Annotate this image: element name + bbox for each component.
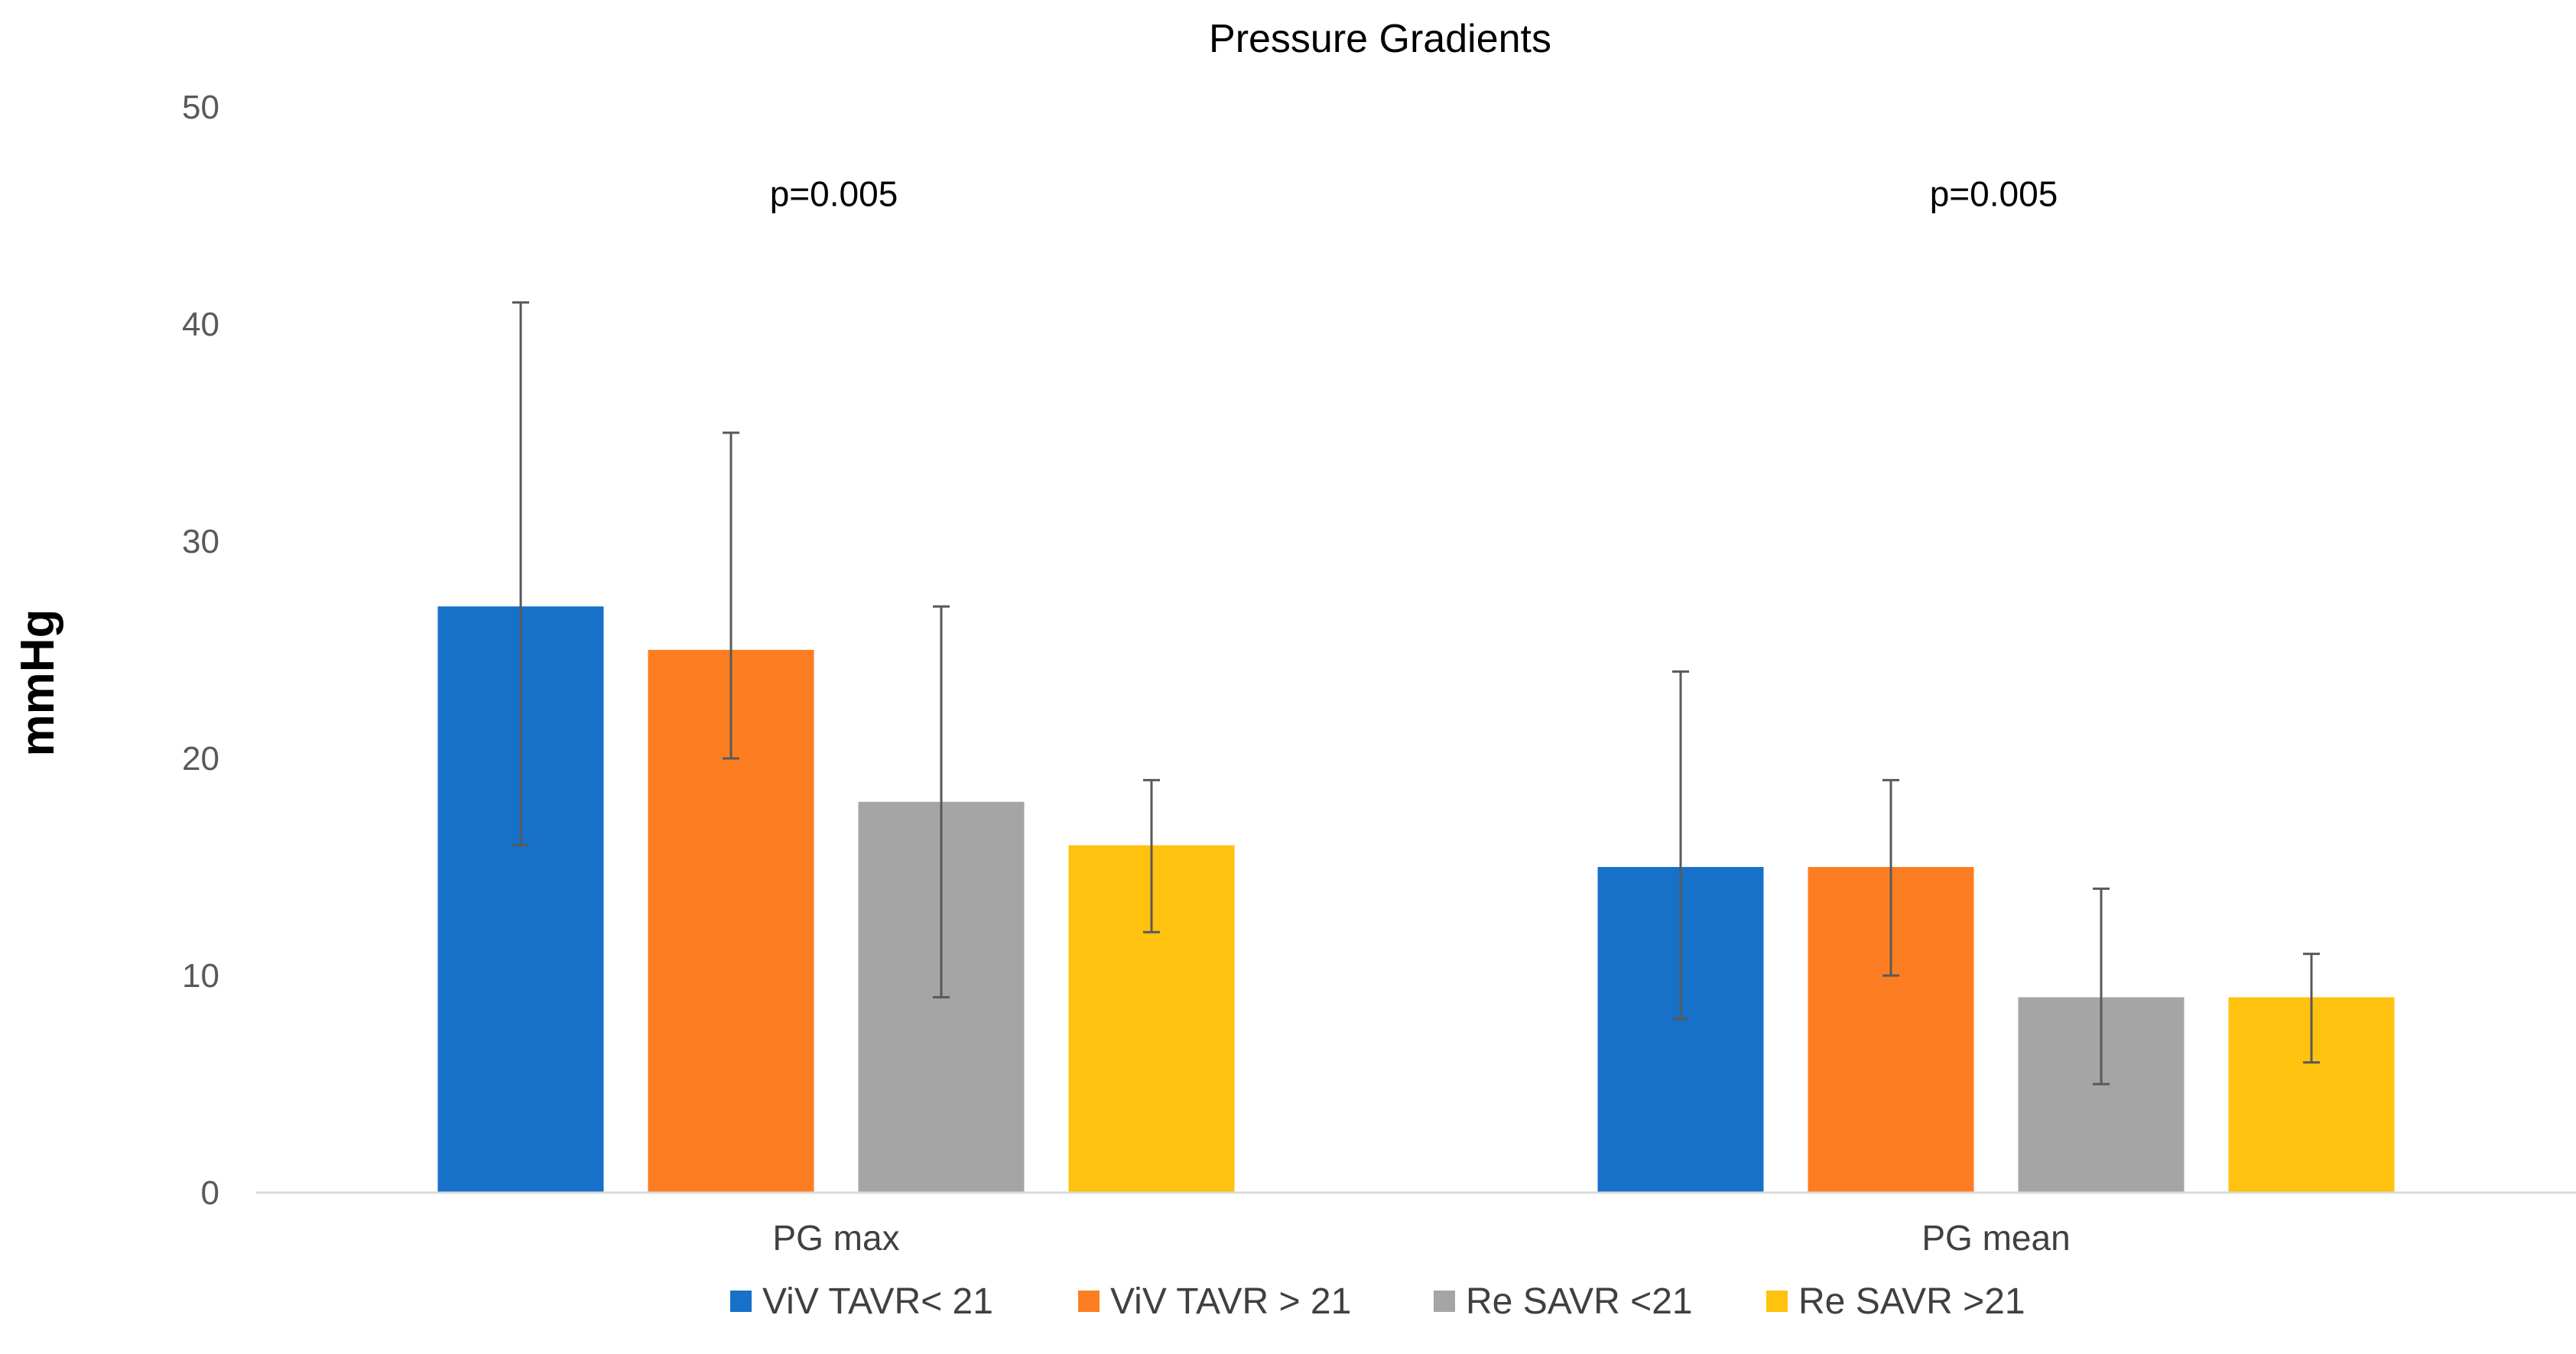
legend-swatch	[1078, 1291, 1100, 1312]
legend-label: ViV TAVR > 21	[1110, 1281, 1351, 1322]
legend-label: Re SAVR <21	[1466, 1281, 1693, 1322]
y-tick-label: 50	[182, 89, 219, 126]
legend-swatch	[1766, 1291, 1788, 1312]
error-bar	[512, 301, 529, 847]
y-axis-label: mmHg	[11, 609, 64, 757]
chart-title: Pressure Gradients	[1209, 17, 1551, 61]
error-bar	[1672, 670, 1689, 1021]
y-axis: 0 10 20 30 40 50	[182, 89, 219, 1212]
error-bar	[2093, 887, 2110, 1086]
y-tick-label: 40	[182, 306, 219, 343]
error-bar	[1882, 778, 1899, 977]
legend-swatch	[1434, 1291, 1455, 1312]
error-bar	[933, 605, 950, 998]
error-bar	[723, 431, 739, 760]
y-tick-label: 30	[182, 523, 219, 560]
error-bars-layer	[512, 301, 2320, 1086]
x-tick-label: PG mean	[1921, 1218, 2070, 1258]
x-axis: PG max PG mean	[772, 1218, 2070, 1258]
error-bar	[2303, 953, 2320, 1064]
y-tick-label: 0	[201, 1174, 219, 1212]
legend-label: ViV TAVR< 21	[762, 1281, 993, 1322]
y-tick-label: 10	[182, 957, 219, 995]
p-value-annotation: p=0.005	[770, 174, 898, 214]
x-tick-label: PG max	[772, 1218, 899, 1258]
legend-swatch	[730, 1291, 752, 1312]
annotations-layer: p=0.005 p=0.005	[770, 174, 2058, 214]
legend: ViV TAVR< 21 ViV TAVR > 21 Re SAVR <21 Re S…	[730, 1281, 2025, 1322]
error-bar	[1143, 778, 1160, 934]
y-tick-label: 20	[182, 740, 219, 778]
p-value-annotation: p=0.005	[1930, 174, 2058, 214]
legend-label: Re SAVR >21	[1798, 1281, 2025, 1322]
